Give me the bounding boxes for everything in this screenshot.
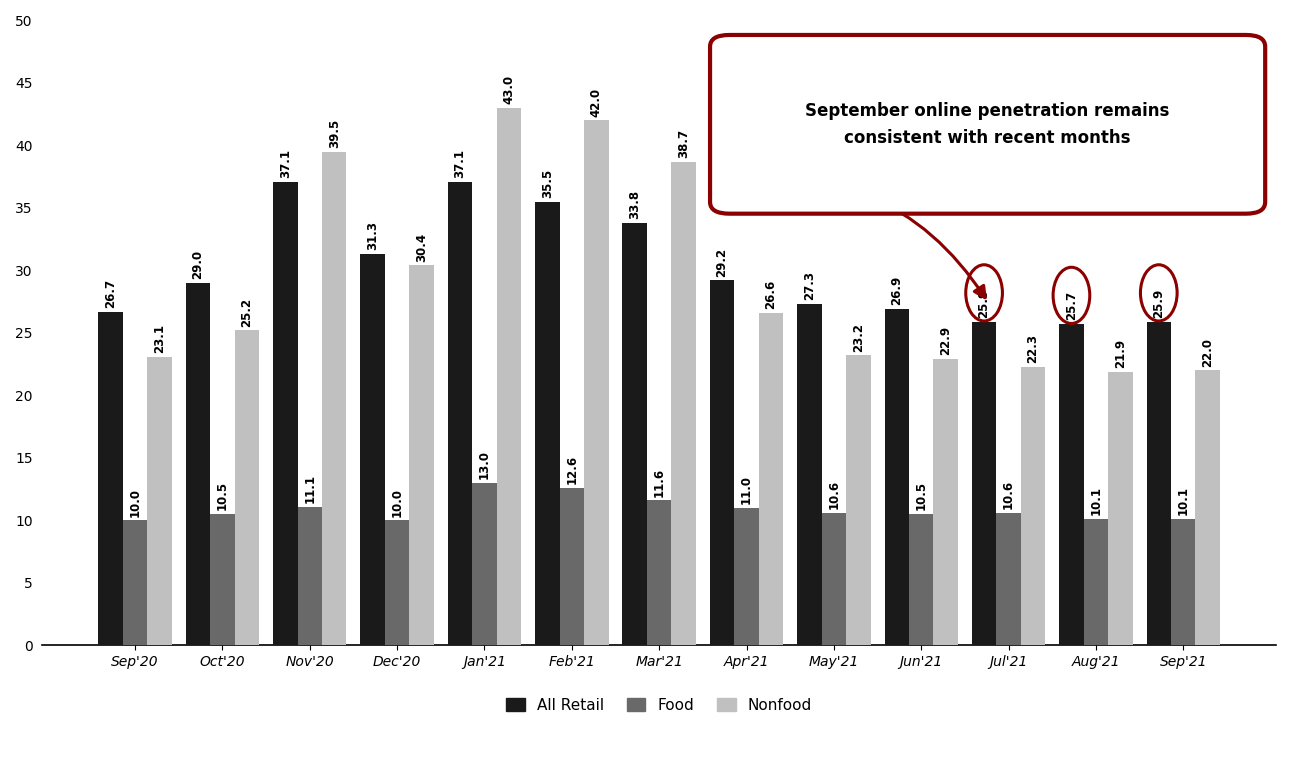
Text: 37.1: 37.1 xyxy=(279,149,292,178)
Text: 10.5: 10.5 xyxy=(915,481,928,510)
Text: 30.4: 30.4 xyxy=(416,232,429,262)
Bar xyxy=(297,507,321,645)
Text: 26.7: 26.7 xyxy=(105,279,117,308)
Bar xyxy=(186,283,210,645)
Text: September online penetration remains
consistent with recent months: September online penetration remains con… xyxy=(806,102,1170,147)
Bar xyxy=(1021,367,1046,645)
Text: 23.1: 23.1 xyxy=(154,324,167,353)
Bar xyxy=(448,182,473,645)
Text: 10.0: 10.0 xyxy=(129,487,142,517)
Text: 22.9: 22.9 xyxy=(939,326,953,355)
Bar xyxy=(671,162,696,645)
Bar xyxy=(735,508,759,645)
Text: 26.9: 26.9 xyxy=(891,276,904,305)
Bar xyxy=(536,202,559,645)
Bar xyxy=(647,500,671,645)
Bar xyxy=(559,488,584,645)
Bar xyxy=(821,513,846,645)
Bar xyxy=(1108,371,1132,645)
Text: 43.0: 43.0 xyxy=(502,75,515,104)
Text: 25.9: 25.9 xyxy=(1153,288,1166,318)
Text: 29.2: 29.2 xyxy=(715,248,728,277)
Text: 10.5: 10.5 xyxy=(216,481,229,510)
Text: 33.8: 33.8 xyxy=(629,190,642,219)
Text: 37.1: 37.1 xyxy=(453,149,466,178)
Bar xyxy=(274,182,297,645)
Bar xyxy=(98,312,123,645)
Text: 38.7: 38.7 xyxy=(678,129,691,158)
Text: 10.6: 10.6 xyxy=(828,480,840,509)
Bar xyxy=(123,521,147,645)
Text: 25.7: 25.7 xyxy=(1065,291,1078,320)
Bar xyxy=(759,313,784,645)
Bar xyxy=(235,330,259,645)
Bar xyxy=(409,266,434,645)
Bar xyxy=(797,304,821,645)
Text: 31.3: 31.3 xyxy=(367,221,380,250)
Text: 22.0: 22.0 xyxy=(1201,338,1215,367)
Text: 29.0: 29.0 xyxy=(191,250,204,279)
Bar xyxy=(884,309,909,645)
Bar xyxy=(710,280,735,645)
Bar xyxy=(1059,324,1083,645)
Bar xyxy=(622,223,647,645)
Bar xyxy=(360,254,385,645)
Bar xyxy=(1171,519,1195,645)
Text: 22.3: 22.3 xyxy=(1026,334,1039,363)
Text: 42.0: 42.0 xyxy=(590,88,603,117)
Bar xyxy=(497,108,522,645)
Bar xyxy=(909,514,933,645)
Bar xyxy=(1195,371,1220,645)
Text: 12.6: 12.6 xyxy=(565,455,578,484)
Text: 10.1: 10.1 xyxy=(1176,486,1190,515)
Text: 23.2: 23.2 xyxy=(852,322,865,352)
Text: 39.5: 39.5 xyxy=(328,119,341,148)
Bar xyxy=(385,521,409,645)
Text: 27.3: 27.3 xyxy=(803,271,816,301)
Bar xyxy=(846,355,870,645)
Text: 21.9: 21.9 xyxy=(1114,339,1127,368)
Text: 35.5: 35.5 xyxy=(541,169,554,198)
Bar xyxy=(1146,322,1171,645)
Bar xyxy=(147,357,172,645)
Text: 25.2: 25.2 xyxy=(240,298,253,326)
Text: 10.6: 10.6 xyxy=(1002,480,1015,509)
Text: 25.9: 25.9 xyxy=(977,288,990,318)
Text: 11.6: 11.6 xyxy=(653,468,666,497)
Bar xyxy=(473,483,497,645)
Bar xyxy=(997,513,1021,645)
Text: 10.0: 10.0 xyxy=(391,487,404,517)
Legend: All Retail, Food, Nonfood: All Retail, Food, Nonfood xyxy=(500,692,818,719)
Bar xyxy=(584,120,608,645)
Text: 11.0: 11.0 xyxy=(740,475,753,504)
Text: 10.1: 10.1 xyxy=(1090,486,1103,515)
Bar xyxy=(1083,519,1108,645)
Bar xyxy=(972,322,997,645)
Text: 11.1: 11.1 xyxy=(303,474,316,503)
Bar xyxy=(210,514,235,645)
Text: 13.0: 13.0 xyxy=(478,450,491,479)
Bar xyxy=(321,152,346,645)
Bar xyxy=(933,359,958,645)
Text: 26.6: 26.6 xyxy=(764,280,777,309)
